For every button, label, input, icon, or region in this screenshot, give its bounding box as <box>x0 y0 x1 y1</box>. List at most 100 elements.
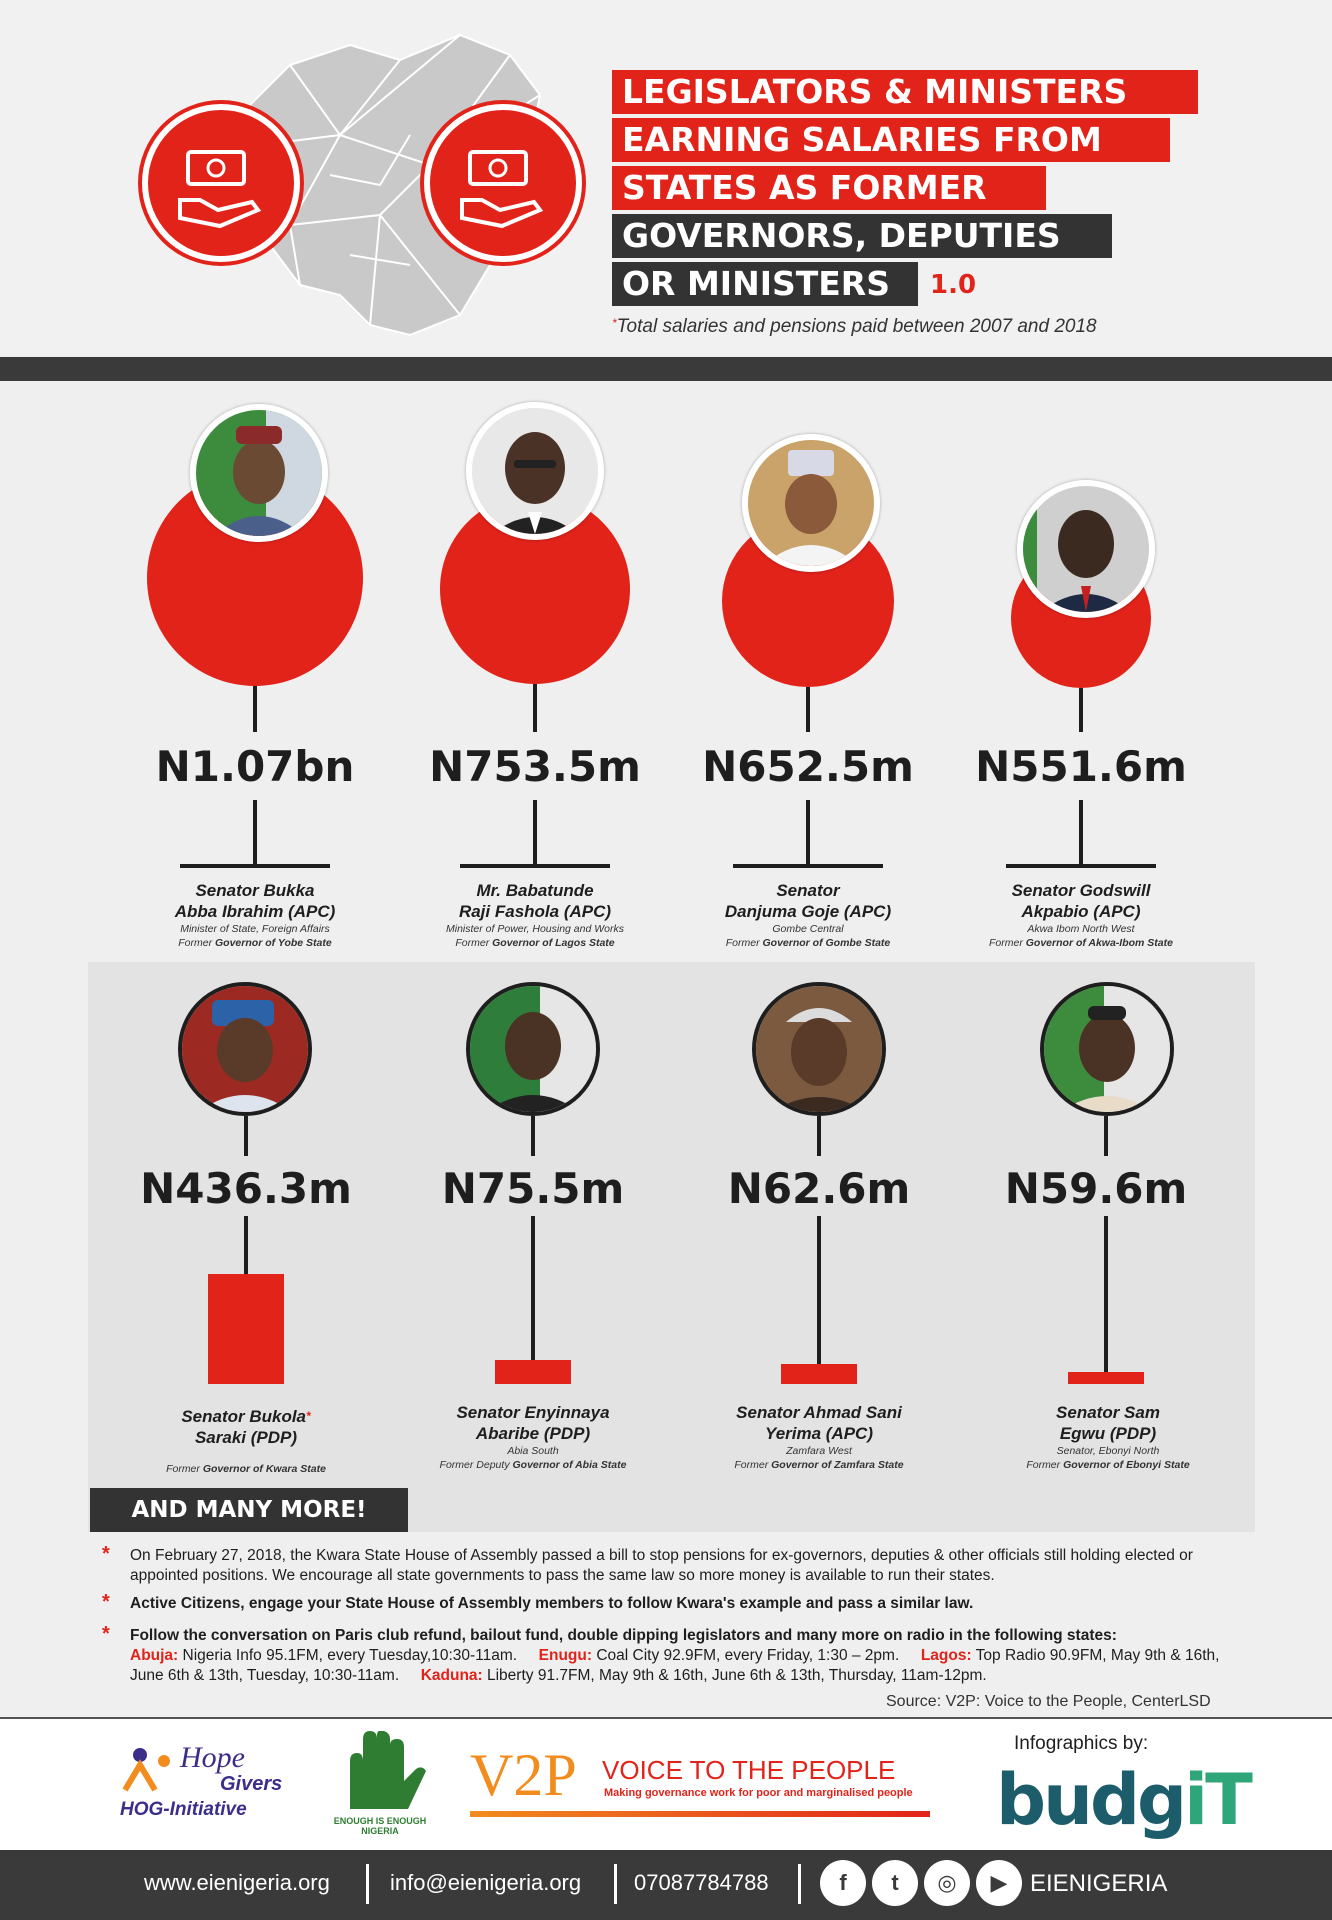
person-former-role: Former Governor of Lagos State <box>455 937 615 949</box>
person-card: Senator Godswill Akpabio (APC) Akwa Ibom… <box>931 880 1231 950</box>
person-name: Senator <box>776 881 840 900</box>
connector-line <box>533 684 537 732</box>
version-label: 1.0 <box>930 270 977 300</box>
social-handle: EIENIGERIA <box>1030 1870 1168 1897</box>
person-card: Senator Bukka Abba Ibrahim (APC) Ministe… <box>105 880 405 950</box>
amount-bar <box>1068 1372 1144 1384</box>
hog-initiative-logo: Hope Givers HOG-Initiative <box>120 1741 283 1820</box>
connector-line <box>1104 1116 1108 1156</box>
connector-line <box>817 1116 821 1156</box>
source-credit: Source: V2P: Voice to the People, Center… <box>886 1693 1211 1710</box>
amount-label: N436.3m <box>140 1164 352 1213</box>
amount-bar <box>208 1274 284 1384</box>
v2p-logo: V2P VOICE TO THE PEOPLE Making governanc… <box>470 1742 930 1827</box>
twitter-icon[interactable]: t <box>872 1860 918 1906</box>
subtitle: *Total salaries and pensions paid betwee… <box>612 316 1097 337</box>
person-card: Senator Bukola* Saraki (PDP) Former Gove… <box>96 1398 396 1476</box>
avatar <box>178 982 312 1116</box>
title-line: GOVERNORS, DEPUTIES <box>612 214 1112 258</box>
avatar <box>1040 982 1174 1116</box>
salary-hand-icon <box>142 104 300 262</box>
person-role: Minister of State, Foreign Affairs <box>180 923 330 935</box>
amount-label: N75.5m <box>441 1164 625 1213</box>
person-name: Senator Godswill <box>1011 881 1151 900</box>
connector-line <box>817 1216 821 1366</box>
avatar <box>466 402 604 540</box>
connector-line <box>806 687 810 732</box>
person-card: Senator Ahmad Sani Yerima (APC) Zamfara … <box>669 1402 969 1472</box>
person-name: Mr. Babatunde <box>476 881 594 900</box>
connector-line <box>244 1216 248 1276</box>
person-name: Saraki (PDP) <box>194 1428 298 1447</box>
partner-logos: Hope Givers HOG-Initiative ENOUGH IS ENO… <box>0 1717 1332 1852</box>
title-line: LEGISLATORS & MINISTERS <box>612 70 1198 114</box>
title-line: OR MINISTERS <box>612 262 918 306</box>
person-name: Abaribe (PDP) <box>475 1424 591 1443</box>
youtube-icon[interactable]: ▶ <box>976 1860 1022 1906</box>
separator <box>614 1864 617 1904</box>
title-line: STATES AS FORMER <box>612 166 1046 210</box>
person-card: Senator Danjuma Goje (APC) Gombe Central… <box>658 880 958 950</box>
connector-line <box>806 800 810 866</box>
person-former-role: Former Governor of Ebonyi State <box>1026 1459 1190 1471</box>
person-role: Zamfara West <box>786 1445 852 1457</box>
budgit-logo: budgiT <box>996 1759 1253 1841</box>
phone-number: 07087784788 <box>634 1870 769 1895</box>
connector-base <box>733 864 883 868</box>
website-link[interactable]: www.eienigeria.org <box>144 1870 330 1895</box>
person-name: Senator Sam <box>1056 1403 1160 1422</box>
instagram-icon[interactable]: ◎ <box>924 1860 970 1906</box>
separator <box>798 1864 801 1904</box>
note: * Active Citizens, engage your State Hou… <box>102 1591 974 1613</box>
section-divider <box>0 357 1332 381</box>
avatar <box>466 982 600 1116</box>
title-line: EARNING SALARIES FROM <box>612 118 1170 162</box>
asterisk-icon: * <box>102 1591 110 1613</box>
person-role: Senator, Ebonyi North <box>1056 1445 1160 1457</box>
connector-line <box>244 1116 248 1156</box>
person-name: Egwu (PDP) <box>1059 1424 1157 1443</box>
person-former-role: Former Governor of Akwa-Ibom State <box>989 937 1173 949</box>
person-name: Abba Ibrahim (APC) <box>174 902 336 921</box>
asterisk-icon: * <box>102 1623 110 1645</box>
person-card: Senator Enyinnaya Abaribe (PDP) Abia Sou… <box>383 1402 683 1472</box>
person-name: Senator Bukola* <box>181 1407 311 1426</box>
person-name: Akpabio (APC) <box>1021 902 1141 921</box>
connector-line <box>531 1116 535 1156</box>
amount-label: N753.5m <box>429 742 641 791</box>
connector-base <box>180 864 330 868</box>
avatar <box>752 982 886 1116</box>
amount-label: N62.6m <box>727 1164 911 1213</box>
many-more-banner: AND MANY MORE! <box>90 1488 408 1532</box>
person-name: Danjuma Goje (APC) <box>724 902 892 921</box>
email-link[interactable]: info@eienigeria.org <box>390 1870 582 1895</box>
connector-line <box>1079 800 1083 866</box>
connector-line <box>253 800 257 866</box>
connector-line <box>533 800 537 866</box>
person-role: Abia South <box>507 1445 559 1457</box>
amount-bar <box>495 1360 571 1384</box>
person-name: Senator Bukka <box>195 881 315 900</box>
facebook-icon[interactable]: f <box>820 1860 866 1906</box>
salary-hand-icon <box>424 104 582 262</box>
person-former-role: Former Governor of Yobe State <box>178 937 332 949</box>
person-former-role: Former Governor of Gombe State <box>725 937 891 949</box>
connector-line <box>1079 688 1083 732</box>
person-name: Raji Fashola (APC) <box>458 902 612 921</box>
amount-label: N1.07bn <box>155 742 355 791</box>
avatar <box>742 434 880 572</box>
connector-base <box>460 864 610 868</box>
avatar <box>190 404 328 542</box>
amount-label: N551.6m <box>975 742 1187 791</box>
person-card: Mr. Babatunde Raji Fashola (APC) Ministe… <box>385 880 685 950</box>
header: LEGISLATORS & MINISTERS EARNING SALARIES… <box>0 0 1332 356</box>
note: * On February 27, 2018, the Kwara State … <box>102 1543 1193 1584</box>
infographics-by-label: Infographics by: <box>1014 1733 1149 1754</box>
enough-is-enough-logo: ENOUGH IS ENOUGH NIGERIA <box>330 1730 430 1841</box>
person-card: Senator Sam Egwu (PDP) Senator, Ebonyi N… <box>958 1402 1258 1472</box>
connector-line <box>253 686 257 732</box>
person-role: Akwa Ibom North West <box>1027 923 1135 935</box>
person-former-role: Former Governor of Zamfara State <box>734 1459 904 1471</box>
amount-bar <box>781 1364 857 1384</box>
amount-label: N59.6m <box>1004 1164 1188 1213</box>
